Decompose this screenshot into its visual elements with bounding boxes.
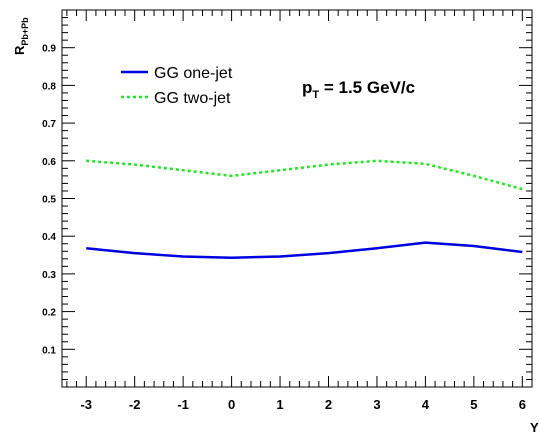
- y-axis-title: RPb+Pb: [12, 17, 30, 55]
- series-layer: [86, 159, 523, 259]
- x-tick-label: 1: [276, 397, 283, 412]
- y-tick-label: 0.9: [42, 44, 56, 55]
- y-tick-label: 0.5: [42, 195, 56, 206]
- y-tick-label: 0.1: [42, 345, 56, 356]
- x-tick-label: -2: [129, 397, 141, 412]
- pt-annotation-rest: = 1.5 GeV/c: [319, 78, 415, 97]
- axis-ticks: [62, 9, 533, 388]
- legend-label-two-jet: GG two-jet: [154, 90, 231, 107]
- legend-label-one-jet: GG one-jet: [154, 65, 233, 82]
- y-tick-label: 0.6: [42, 157, 56, 168]
- x-tick-label: 3: [373, 397, 380, 412]
- series-line-two-jet: [86, 159, 523, 191]
- x-tick-label: -3: [80, 397, 92, 412]
- y-axis-title-main: R: [12, 45, 27, 55]
- x-tick-label: 2: [325, 397, 332, 412]
- y-tick-label: 0.4: [42, 232, 56, 243]
- pt-annotation: pT = 1.5 GeV/c: [302, 78, 415, 101]
- pt-annotation-main: p: [302, 78, 312, 97]
- x-tick-label: 0: [228, 397, 235, 412]
- y-tick-label: 0.2: [42, 308, 56, 319]
- x-tick-label: -1: [177, 397, 189, 412]
- pt-annotation-sub: T: [312, 89, 319, 101]
- y-tick-label: 0.7: [42, 119, 56, 130]
- x-axis-title: Y: [530, 420, 539, 435]
- series-line-one-jet: [86, 241, 523, 259]
- x-tick-label: 4: [422, 397, 430, 412]
- x-tick-label: 6: [519, 397, 526, 412]
- x-tick-label: 5: [470, 397, 477, 412]
- y-tick-label: 0.3: [42, 270, 56, 281]
- legend: GG one-jet GG two-jet: [121, 65, 233, 107]
- y-axis-title-sub: Pb+Pb: [20, 17, 30, 46]
- plot-frame: [61, 9, 533, 388]
- axis-tick-labels: -3 -2 -1 0 1 2 3 4 5 6 0.1 0.2 0.3 0.4 0.5 0.6 0.7 0.8 0.9: [42, 44, 526, 412]
- y-tick-label: 0.8: [42, 81, 56, 92]
